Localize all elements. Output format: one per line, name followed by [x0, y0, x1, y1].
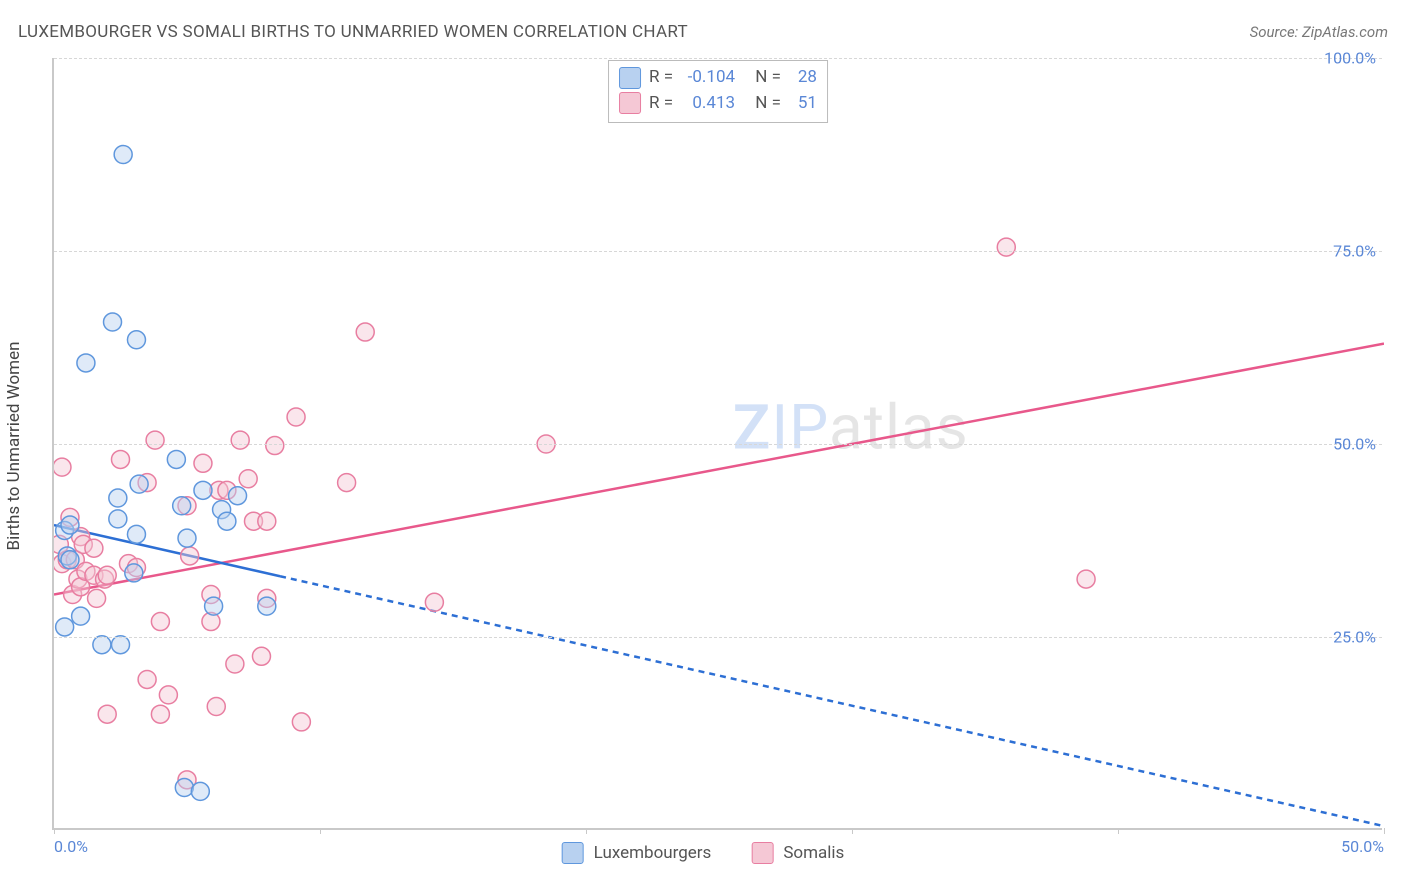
series2-point — [292, 713, 310, 731]
chart-source: Source: ZipAtlas.com — [1250, 23, 1388, 41]
xtick-mark — [54, 828, 55, 834]
series2-point — [252, 647, 270, 665]
legend-swatch-series1 — [562, 842, 584, 864]
series2-point — [207, 697, 225, 715]
series2-point — [356, 323, 374, 341]
series1-point — [175, 779, 193, 797]
legend-label-series2: Somalis — [783, 843, 844, 863]
series2-point — [266, 437, 284, 455]
series1-point — [125, 564, 143, 582]
stats-legend-box: R = -0.104 N = 28 R = 0.413 N = 51 — [608, 60, 828, 123]
series2-n-value: 51 — [789, 91, 817, 117]
series1-point — [218, 512, 236, 530]
series2-point — [181, 547, 199, 565]
xtick-mark — [852, 828, 853, 834]
n-label-2: N = — [755, 91, 781, 117]
series1-point — [178, 529, 196, 547]
plot-area: ZIPatlas R = -0.104 N = 28 R = 0.413 N =… — [52, 58, 1382, 830]
series2-point — [151, 613, 169, 631]
series1-point — [109, 489, 127, 507]
series1-point — [93, 636, 111, 654]
series1-point — [56, 618, 74, 636]
legend-swatch-series2 — [751, 842, 773, 864]
ytick-label: 100.0% — [1324, 49, 1376, 68]
series2-swatch — [619, 92, 641, 114]
series1-point — [72, 607, 90, 625]
xtick-mark — [586, 828, 587, 834]
series2-point — [1077, 570, 1095, 588]
series2-point — [138, 670, 156, 688]
gridline-h — [54, 58, 1382, 59]
xtick-label: 0.0% — [54, 837, 88, 856]
series1-point — [167, 450, 185, 468]
series1-point — [205, 597, 223, 615]
series2-point — [98, 566, 116, 584]
xtick-mark — [1118, 828, 1119, 834]
series1-swatch — [619, 67, 641, 89]
r-label-1: R = — [649, 65, 673, 91]
series2-point — [287, 408, 305, 426]
series1-point — [130, 475, 148, 493]
series1-point — [112, 636, 130, 654]
series2-point — [231, 431, 249, 449]
series2-point — [338, 474, 356, 492]
series1-point — [194, 481, 212, 499]
bottom-legend: Luxembourgers Somalis — [562, 842, 845, 864]
series2-point — [997, 238, 1015, 256]
series1-point — [61, 516, 79, 534]
series1-point — [114, 146, 132, 164]
series2-point — [146, 431, 164, 449]
series2-point — [151, 705, 169, 723]
xtick-mark — [320, 828, 321, 834]
chart-title: LUXEMBOURGER VS SOMALI BIRTHS TO UNMARRI… — [18, 22, 688, 42]
series2-point — [98, 705, 116, 723]
series2-point — [258, 512, 276, 530]
series2-point — [88, 589, 106, 607]
series1-point — [109, 510, 127, 528]
xtick-mark — [1384, 828, 1385, 834]
series2-point — [194, 454, 212, 472]
series2-point — [425, 593, 443, 611]
legend-label-series1: Luxembourgers — [594, 843, 712, 863]
r-label-2: R = — [649, 91, 673, 117]
n-label-1: N = — [755, 65, 781, 91]
series2-point — [226, 655, 244, 673]
gridline-h — [54, 251, 1382, 252]
series1-point — [77, 354, 95, 372]
ytick-label: 75.0% — [1333, 242, 1376, 261]
series2-r-value: 0.413 — [681, 91, 735, 117]
ytick-label: 50.0% — [1333, 435, 1376, 454]
series1-point — [229, 487, 247, 505]
series2-point — [159, 686, 177, 704]
series2-point — [54, 458, 71, 476]
ytick-label: 25.0% — [1333, 628, 1376, 647]
gridline-h — [54, 637, 1382, 638]
series1-point — [258, 597, 276, 615]
series1-point — [104, 313, 122, 331]
series2-point — [112, 450, 130, 468]
series1-point — [127, 331, 145, 349]
series1-point — [61, 551, 79, 569]
series1-r-value: -0.104 — [681, 65, 735, 91]
series1-n-value: 28 — [789, 65, 817, 91]
xtick-label: 50.0% — [1341, 837, 1384, 856]
series1-point — [173, 497, 191, 515]
series1-point — [127, 525, 145, 543]
gridline-h — [54, 444, 1382, 445]
series2-point — [85, 539, 103, 557]
series2-point — [239, 470, 257, 488]
y-axis-label: Births to Unmarried Women — [4, 342, 24, 551]
series1-point — [191, 782, 209, 800]
